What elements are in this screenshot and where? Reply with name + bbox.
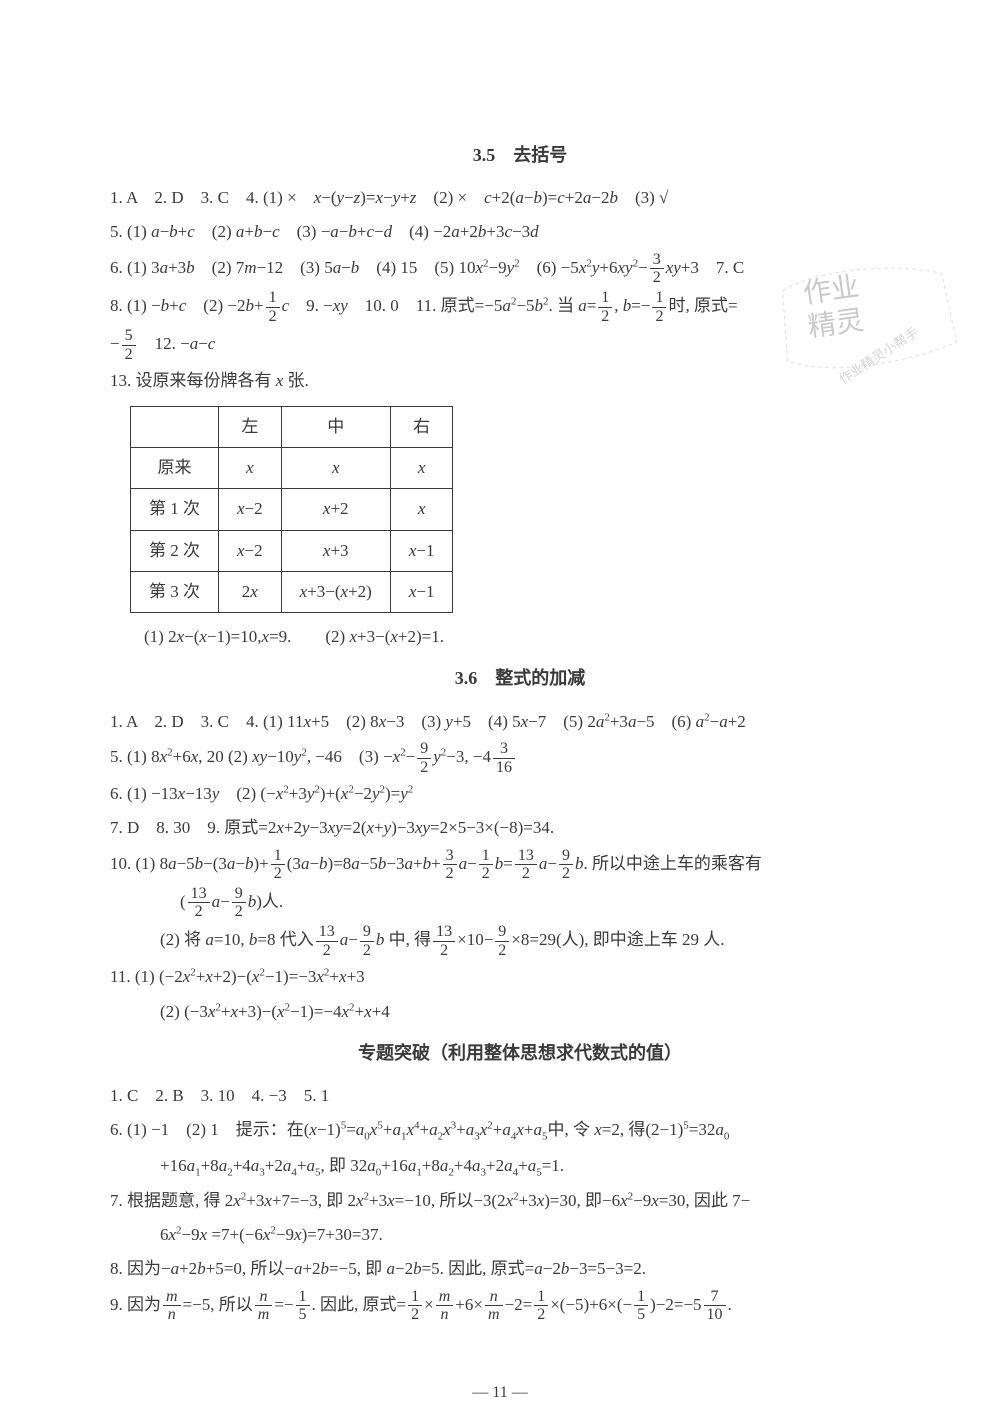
- text-line: 9. 因为mn=−5, 所以nm=−15. 因此, 原式=12×mn+6×nm−…: [110, 1288, 930, 1324]
- table-header: 右: [390, 406, 453, 447]
- table-cell: x: [281, 447, 390, 488]
- text-line: −52 12. −a−c: [110, 327, 930, 363]
- text-line: (2) (−3x2+x+3)−(x2−1)=−4x2+x+4: [110, 996, 930, 1028]
- table-cell: x+2: [281, 489, 390, 530]
- text-line: 11. (1) (−2x2+x+2)−(x2−1)=−3x2+x+3: [110, 961, 930, 993]
- table-cell: x: [219, 447, 282, 488]
- table-cell: x: [390, 447, 453, 488]
- text-line: 1. C 2. B 3. 10 4. −3 5. 1: [110, 1080, 930, 1112]
- text-line: (132a−92b)人.: [110, 885, 930, 921]
- table-cell: x−1: [390, 571, 453, 612]
- text-line: 5. (1) 8x2+6x, 20 (2) xy−10y2, −46 (3) −…: [110, 740, 930, 776]
- page-number: — 11 —: [0, 1384, 1000, 1402]
- text-line: 5. (1) a−b+c (2) a+b−c (3) −a−b+c−d (4) …: [110, 216, 930, 248]
- table-row: 第 1 次x−2x+2x: [131, 489, 453, 530]
- table-cell: 2x: [219, 571, 282, 612]
- table-cell: 原来: [131, 447, 219, 488]
- section-title: 专题突破（利用整体思想求代数式的值）: [110, 1036, 930, 1070]
- text-line: 6. (1) 3a+3b (2) 7m−12 (3) 5a−b (4) 15 (…: [110, 251, 930, 287]
- table-row: 第 2 次x−2x+3x−1: [131, 530, 453, 571]
- text-line: 7. D 8. 30 9. 原式=2x+2y−3xy=2(x+y)−3xy=2×…: [110, 812, 930, 844]
- table-cell: x: [390, 489, 453, 530]
- table-cell: x−2: [219, 530, 282, 571]
- text-line: 1. A 2. D 3. C 4. (1) 11x+5 (2) 8x−3 (3)…: [110, 706, 930, 738]
- table-cell: 第 3 次: [131, 571, 219, 612]
- text-line: (1) 2x−(x−1)=10,x=9. (2) x+3−(x+2)=1.: [110, 621, 930, 653]
- text-line: +16a1+8a2+4a3+2a4+a5, 即 32a0+16a1+8a2+4a…: [110, 1150, 930, 1183]
- table-cell: 第 2 次: [131, 530, 219, 571]
- section-title: 3.5 去括号: [110, 138, 930, 172]
- table-cell: x−2: [219, 489, 282, 530]
- table-cell: x+3: [281, 530, 390, 571]
- table-row: 第 3 次2xx+3−(x+2)x−1: [131, 571, 453, 612]
- table-header: 左: [219, 406, 282, 447]
- table-header: 中: [281, 406, 390, 447]
- table-header: [131, 406, 219, 447]
- table-cell: x+3−(x+2): [281, 571, 390, 612]
- table-row: 原来xxx: [131, 447, 453, 488]
- text-line: 6. (1) −1 (2) 1 提示：在(x−1)5=a0x5+a1x4+a2x…: [110, 1114, 930, 1147]
- text-line: 8. (1) −b+c (2) −2b+12c 9. −xy 10. 0 11.…: [110, 289, 930, 325]
- text-line: 8. 因为−a+2b+5=0, 所以−a+2b=−5, 即 a−2b=5. 因此…: [110, 1253, 930, 1285]
- text-line: 6. (1) −13x−13y (2) (−x2+3y2)+(x2−2y2)=y…: [110, 778, 930, 810]
- table-cell: 第 1 次: [131, 489, 219, 530]
- table-cell: x−1: [390, 530, 453, 571]
- card-table: 左中右原来xxx第 1 次x−2x+2x第 2 次x−2x+3x−1第 3 次2…: [130, 406, 453, 613]
- text-line: 7. 根据题意, 得 2x2+3x+7=−3, 即 2x2+3x=−10, 所以…: [110, 1185, 930, 1217]
- text-line: (2) 将 a=10, b=8 代入132a−92b 中, 得132×10−92…: [110, 923, 930, 959]
- text-line: 13. 设原来每份牌各有 x 张.: [110, 365, 930, 397]
- text-line: 10. (1) 8a−5b−(3a−b)+12(3a−b)=8a−5b−3a+b…: [110, 847, 930, 883]
- page-content: 3.5 去括号 1. A 2. D 3. C 4. (1) × x−(y−z)=x…: [110, 130, 930, 1326]
- text-line: 6x2−9x =7+(−6x2−9x)=7+30=37.: [110, 1219, 930, 1251]
- section-title: 3.6 整式的加减: [110, 661, 930, 695]
- text-line: 1. A 2. D 3. C 4. (1) × x−(y−z)=x−y+z (2…: [110, 182, 930, 214]
